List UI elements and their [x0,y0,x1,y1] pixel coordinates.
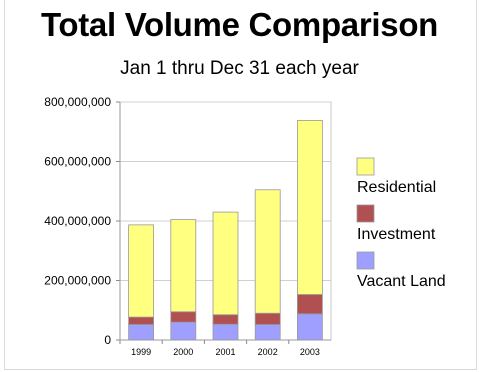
y-tick-label: 200,000,000 [44,274,111,288]
bar-investment-2003 [296,294,323,315]
bar-residential-2001 [212,211,239,316]
chart-frame [4,0,477,370]
x-tick-label: 2003 [300,347,320,357]
bar-residential-2000 [170,219,197,313]
bar-vacant-land-1999 [128,324,155,341]
x-tick-label: 2001 [215,347,235,357]
bar-investment-2002 [254,312,281,325]
bar-vacant-land-2000 [170,321,197,341]
legend-label-residential: Residential [357,179,436,196]
bars-layer [128,120,323,341]
x-tick-label: 2002 [258,347,278,357]
axis-layer: 0 200,000,000 400,000,000 600,000,000 800,00… [44,95,331,357]
bar-vacant-land-2002 [254,324,281,341]
bar-investment-2001 [212,314,239,325]
bar-residential-2003 [296,120,323,295]
bar-vacant-land-2001 [212,323,239,341]
y-tick-label: 800,000,000 [44,95,111,109]
bar-investment-2000 [170,311,197,323]
bar-residential-1999 [128,224,155,318]
chart-subtitle: Jan 1 thru Dec 31 each year [120,58,359,79]
bar-residential-2002 [254,189,281,314]
bar-investment-1999 [128,316,155,325]
legend: Residential Investment Vacant Land [356,157,446,290]
x-tick-label: 1999 [131,347,151,357]
y-tick-label: 0 [104,333,111,347]
chart-title: Total Volume Comparison [40,6,439,43]
bar-vacant-land-2003 [296,313,323,341]
legend-swatch-vacant-land [356,251,375,270]
x-tick-label: 2000 [173,347,193,357]
y-tick-label: 600,000,000 [44,155,111,169]
legend-label-vacant-land: Vacant Land [357,273,446,290]
legend-swatch-residential [356,157,375,176]
y-tick-label: 400,000,000 [44,214,111,228]
legend-swatch-investment [356,204,375,223]
legend-label-investment: Investment [357,226,436,243]
